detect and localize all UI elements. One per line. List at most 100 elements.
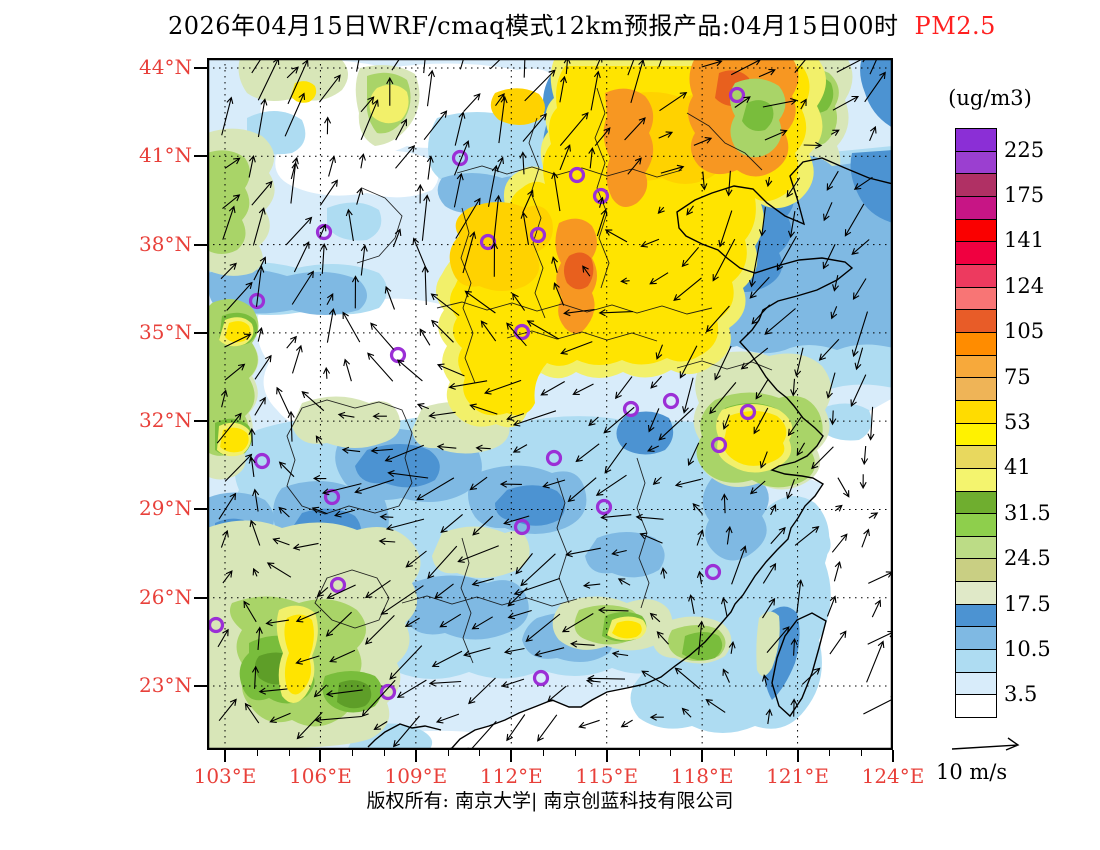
wind-arrow <box>360 99 379 141</box>
copyright-text: 版权所有: 南京大学| 南京创蓝科技有限公司 <box>366 790 734 812</box>
city-marker <box>513 323 531 341</box>
wind-arrow <box>421 194 431 241</box>
wind-arrow <box>252 567 260 577</box>
wind-arrow <box>794 525 820 546</box>
wind-arrow <box>396 679 427 698</box>
wind-arrow <box>326 307 337 343</box>
wind-arrow <box>705 305 730 333</box>
wind-arrow <box>356 58 360 72</box>
colorbar-segment <box>956 422 996 446</box>
colorbar-segment <box>956 218 996 242</box>
wind-arrow <box>867 406 875 441</box>
wind-arrow <box>776 235 797 272</box>
wind-arrow <box>372 412 387 420</box>
wind-arrow <box>834 504 843 512</box>
wind-arrow <box>278 461 295 478</box>
lon-minor-tick <box>829 750 831 756</box>
wind-arrow <box>453 140 470 176</box>
lat-tick-label: 44°N <box>139 55 192 79</box>
wind-arrow <box>709 382 737 415</box>
wind-arrow <box>318 74 341 103</box>
wind-arrow <box>360 96 375 113</box>
wind-arrow <box>611 650 629 658</box>
wind-arrow <box>829 410 837 426</box>
wind-arrow <box>416 403 429 410</box>
wind-arrow <box>832 274 840 292</box>
wind-arrow <box>454 111 466 146</box>
wind-arrow <box>721 493 729 514</box>
city-marker <box>545 449 563 467</box>
wind-arrow <box>513 577 561 596</box>
lon-minor-tick <box>288 750 290 756</box>
wind-arrow <box>520 553 556 587</box>
wind-arrow <box>333 509 356 518</box>
wind-arrow <box>295 611 320 623</box>
wind-arrow <box>315 435 323 446</box>
wind-arrow <box>434 583 454 599</box>
wind-arrow <box>563 58 571 75</box>
lon-minor-tick <box>352 750 354 756</box>
wind-arrow <box>765 176 773 188</box>
city-marker <box>595 498 613 516</box>
wind-arrow <box>762 597 776 619</box>
city-marker <box>451 149 469 167</box>
wind-arrow <box>475 444 491 452</box>
wind-arrow <box>314 715 362 724</box>
wind-arrow <box>682 377 694 414</box>
wind-arrow <box>837 477 850 498</box>
wind-arrow <box>329 649 356 663</box>
wind-arrow <box>244 702 260 724</box>
colorbar-level-label: 124 <box>1004 273 1045 298</box>
colorbar-segment <box>956 263 996 287</box>
wind-arrow <box>463 93 481 112</box>
wind-arrow <box>551 256 559 273</box>
wind-scale-arrow <box>951 737 1020 751</box>
wind-arrow <box>565 547 601 558</box>
wind-arrow <box>790 637 798 656</box>
wind-arrow <box>286 335 297 349</box>
wind-arrow <box>588 416 599 427</box>
city-marker <box>728 86 746 104</box>
wind-arrow <box>787 211 796 239</box>
wind-arrow <box>559 144 571 171</box>
wind-arrow <box>506 322 527 347</box>
wind-arrow <box>220 262 237 280</box>
colorbar-level-label: 225 <box>1004 137 1045 162</box>
lon-tick-label: 118°E <box>670 764 734 788</box>
colorbar-segment <box>956 309 996 332</box>
wind-arrow <box>224 363 246 381</box>
wind-arrow <box>794 58 808 73</box>
lat-tick-mark <box>194 243 207 246</box>
wind-arrow <box>392 715 420 748</box>
wind-arrow <box>656 631 670 645</box>
wind-arrow <box>714 345 732 381</box>
wind-arrow <box>254 396 266 416</box>
wind-arrow <box>471 578 494 587</box>
wind-arrow <box>471 616 493 630</box>
colorbar-segment <box>956 173 996 196</box>
wind-arrow <box>725 525 733 545</box>
wind-arrow <box>316 586 329 598</box>
wind-arrow <box>378 537 396 545</box>
wind-arrow <box>790 698 798 717</box>
wind-arrow <box>326 293 334 306</box>
wind-arrow <box>226 281 253 311</box>
lat-tick-mark <box>194 685 207 688</box>
wind-arrow <box>764 308 796 335</box>
wind-arrow <box>512 410 557 427</box>
wind-arrow <box>301 391 325 412</box>
wind-arrow <box>358 153 366 169</box>
wind-arrow <box>519 151 527 175</box>
wind-arrow <box>731 545 747 585</box>
wind-arrow <box>436 363 465 377</box>
wind-arrow <box>222 205 236 240</box>
wind-arrow <box>416 183 424 204</box>
wind-arrow <box>251 180 273 206</box>
wind-arrow <box>487 164 499 207</box>
lon-tick-label: 106°E <box>289 764 352 788</box>
lat-tick-label: 41°N <box>139 143 192 168</box>
wind-arrow <box>658 131 674 139</box>
wind-arrow <box>389 645 423 680</box>
colorbar-level-label: 31.5 <box>1004 500 1051 525</box>
wind-arrow <box>753 407 769 435</box>
